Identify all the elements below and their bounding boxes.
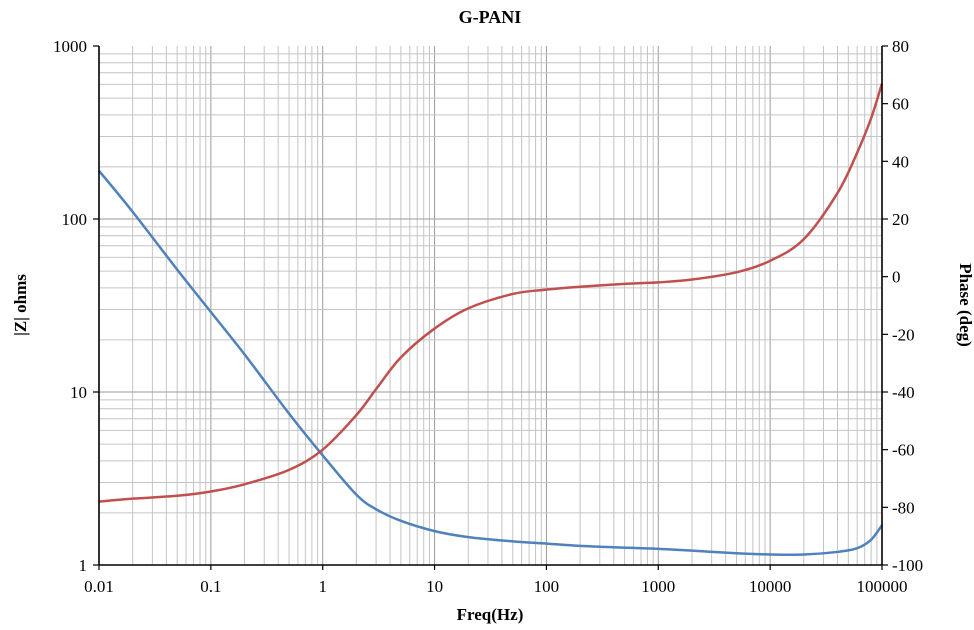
y-right-tick-label: 80 [892,37,909,56]
y-right-tick-label: 60 [892,95,909,114]
impedance-series-line [98,169,884,556]
y-right-tick-label: 40 [892,152,909,171]
x-axis-label: Freq(Hz) [457,605,524,624]
x-tick-label: 100 [534,577,560,596]
x-tick-label: 1 [318,577,327,596]
grid [98,46,882,566]
y-right-tick-label: -60 [892,441,915,460]
axes [93,45,888,570]
y-right-tick-label: 20 [892,210,909,229]
phase-series-line [98,83,884,503]
x-tick-label: 10000 [749,577,792,596]
x-tick-label: 1000 [641,577,675,596]
y-right-tick-label: -20 [892,325,915,344]
tick-labels: 0.01 0.1 1 10 100 1000 10000 100000 1 10 100 1000 -1… [53,37,923,596]
y-left-tick-label: 100 [62,210,88,229]
y-right-axis-label: Phase (deg) [956,263,974,347]
y-right-tick-label: -80 [892,498,915,517]
y-left-tick-label: 1 [79,556,88,575]
x-tick-label: 100000 [857,577,908,596]
y-right-tick-label: -40 [892,383,915,402]
x-tick-label: 10 [426,577,443,596]
y-right-tick-label: -100 [892,556,923,575]
y-left-axis-label: |Z| ohms [11,274,30,336]
y-right-tick-label: 0 [892,268,901,287]
x-tick-label: 0.01 [84,577,114,596]
chart-title: G-PANI [459,7,522,27]
y-left-tick-label: 10 [70,383,87,402]
y-left-tick-label: 1000 [53,37,87,56]
series-layer [98,83,884,556]
x-tick-label: 0.1 [200,577,221,596]
